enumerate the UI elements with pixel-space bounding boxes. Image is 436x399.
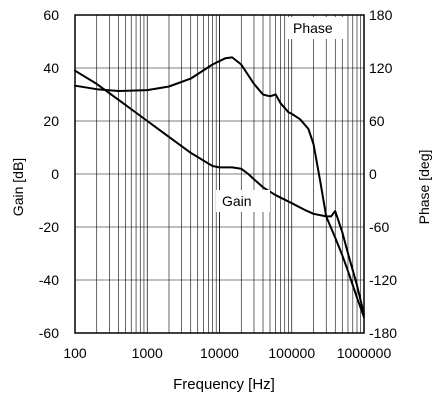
phase-label-box [286, 17, 346, 39]
x-tick-label: 1000 [132, 345, 163, 361]
right-y-axis-label: Phase [deg] [416, 150, 432, 225]
left-y-tick-label: 20 [43, 113, 59, 129]
horizontal-gridlines [75, 67, 364, 281]
left-y-tick-label: 0 [51, 166, 59, 182]
right-y-tick-label: -60 [369, 219, 389, 235]
gain-label: Gain [222, 193, 252, 209]
phase-label: Phase [293, 20, 333, 36]
left-y-tick-labels: 60 40 20 0 -20 -40 -60 [39, 7, 59, 341]
left-y-tick-label: -60 [39, 325, 59, 341]
gain-series-line [74, 69, 365, 316]
x-tick-label: 100 [63, 345, 87, 361]
phase-annotation: Phase [286, 17, 346, 39]
right-y-tick-labels: 180 120 60 0 -60 -120 -180 [369, 7, 397, 341]
right-y-tick-label: 60 [369, 113, 385, 129]
right-y-tick-label: -180 [369, 325, 397, 341]
phase-series-line [74, 56, 365, 319]
x-tick-label: 1000000 [337, 345, 392, 361]
gain-label-box [216, 190, 270, 212]
right-y-tick-label: -120 [369, 272, 397, 288]
left-y-tick-label: -20 [39, 219, 59, 235]
x-tick-label: 10000 [200, 345, 239, 361]
left-y-axis-label: Gain [dB] [10, 158, 26, 216]
plot-frame [74, 14, 365, 334]
x-tick-labels: 100 1000 10000 100000 1000000 [63, 345, 391, 361]
left-y-tick-label: 40 [43, 60, 59, 76]
right-y-tick-label: 180 [369, 7, 393, 23]
x-axis-label: Frequency [Hz] [173, 376, 275, 393]
left-y-tick-label: -40 [39, 272, 59, 288]
right-y-tick-label: 120 [369, 60, 393, 76]
right-y-tick-label: 0 [369, 166, 377, 182]
left-y-tick-label: 60 [43, 7, 59, 23]
x-tick-label: 100000 [268, 345, 315, 361]
series-layer [74, 56, 365, 319]
gain-annotation: Gain [216, 190, 270, 212]
